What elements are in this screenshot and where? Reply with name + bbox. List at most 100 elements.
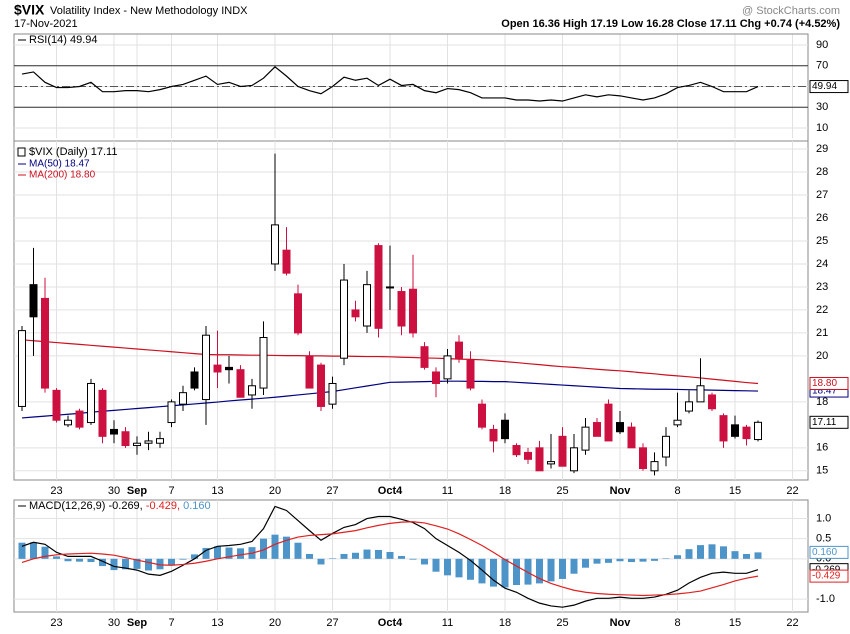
y-tick-label: 1.0 — [816, 512, 831, 524]
last-value-tag: 18.47 — [812, 386, 837, 397]
legend-rsi: RSI(14) 49.94 — [29, 34, 97, 46]
histogram-bar — [570, 558, 578, 574]
candle-body — [167, 401, 176, 424]
candle-body — [271, 224, 279, 265]
x-tick-label: Oct4 — [378, 617, 403, 629]
y-tick-label: 20 — [816, 350, 828, 362]
candle-body — [420, 346, 429, 368]
candle-body — [144, 440, 153, 444]
x-tick-label: 7 — [168, 485, 174, 497]
legend-macd-value: -0.269, — [108, 500, 142, 512]
candle-body — [685, 401, 693, 412]
histogram-bar — [168, 558, 175, 565]
histogram-bar — [110, 558, 118, 571]
x-tick-label: 15 — [729, 485, 741, 497]
x-tick-label: 11 — [442, 617, 453, 629]
legend-macd-value: -0.429, — [146, 500, 180, 512]
y-tick-label: 22 — [816, 304, 828, 316]
candle-body — [489, 428, 498, 442]
histogram-bar — [340, 553, 348, 559]
histogram-bar — [133, 558, 141, 569]
last-value-tag-box — [809, 80, 849, 94]
candle-body — [374, 245, 383, 329]
histogram-bar — [237, 548, 244, 559]
candle-body — [18, 330, 26, 407]
candle-body — [121, 431, 130, 447]
x-tick-label: 25 — [556, 617, 568, 629]
histogram-bar — [559, 558, 566, 579]
histogram-bar — [524, 558, 532, 585]
last-value-tag: 17.11 — [812, 417, 837, 428]
histogram-bar — [605, 558, 612, 563]
histogram-bar — [317, 558, 325, 565]
x-tick-label: 22 — [786, 617, 798, 629]
y-tick-label: 27 — [816, 189, 828, 201]
candle-body — [443, 355, 452, 380]
x-tick-label: 18 — [499, 617, 511, 629]
x-tick-label: 8 — [674, 485, 680, 497]
x-tick-label: 18 — [499, 485, 511, 497]
histogram-bar — [122, 558, 129, 570]
y-tick-label: 16 — [816, 442, 828, 454]
candle-body — [604, 403, 613, 442]
candle-body — [29, 284, 38, 318]
histogram-bar — [743, 553, 750, 559]
legend-macd-title: MACD(12,26,9) — [29, 500, 105, 512]
x-tick-label: Nov — [610, 617, 632, 629]
macd-panel — [13, 499, 809, 613]
legend-ma: MA(200) 18.80 — [29, 170, 96, 181]
histogram-bar — [513, 558, 520, 586]
candle-body — [512, 445, 521, 456]
series-line — [21, 380, 759, 419]
histogram-bar — [375, 549, 382, 559]
x-tick-label: 13 — [211, 485, 223, 497]
y-tick-label: 21 — [816, 327, 828, 339]
histogram-bar — [536, 558, 543, 584]
x-tick-label: 30 — [108, 485, 120, 497]
histogram-bar — [294, 542, 302, 559]
candle-body — [581, 426, 590, 451]
x-tick-label: 13 — [211, 617, 223, 629]
x-tick-label: 23 — [50, 617, 62, 629]
x-tick-label: Sep — [127, 485, 147, 497]
candle-body — [328, 382, 337, 405]
histogram-bar — [478, 558, 486, 584]
histogram-bar — [582, 558, 589, 568]
candle-body — [75, 410, 84, 428]
candle-body — [179, 392, 187, 405]
legend-swatch — [17, 147, 26, 157]
candle-body — [673, 419, 682, 426]
x-tick-label: 27 — [326, 617, 338, 629]
histogram-bar — [490, 558, 497, 587]
candle-body — [696, 385, 705, 403]
instrument-name: Volatility Index - New Methodology INDX — [50, 5, 248, 17]
histogram-bar — [352, 552, 359, 559]
candle-body — [432, 371, 440, 384]
candle-body — [708, 394, 716, 410]
x-tick-label: 22 — [786, 485, 798, 497]
x-tick-label: 20 — [269, 617, 281, 629]
candle-body — [190, 371, 199, 389]
x-tick-label: 20 — [269, 485, 281, 497]
histogram-bar — [593, 558, 601, 564]
y-tick-label: 90 — [816, 39, 828, 51]
series-line — [21, 505, 759, 608]
candle-body — [455, 341, 463, 359]
y-tick-label: 18 — [816, 396, 828, 408]
histogram-bar — [444, 558, 451, 576]
x-tick-label: Sep — [127, 617, 147, 629]
candle-body — [317, 364, 325, 407]
legend-macd: MACD(12,26,9) -0.269, -0.429, 0.160 — [29, 500, 211, 512]
last-value-tag-box — [809, 415, 849, 429]
histogram-bar — [225, 547, 233, 559]
histogram-bar — [41, 546, 49, 559]
candle-body — [593, 422, 601, 437]
histogram-bar — [76, 558, 83, 562]
candle-body — [466, 359, 475, 389]
price-panel — [13, 140, 809, 481]
legend-ma: MA(50) 18.47 — [29, 159, 90, 170]
histogram-bar — [87, 558, 95, 563]
quote: Open 16.36 High 17.19 Low 16.28 Close 17… — [501, 18, 840, 30]
x-tick-label: Oct4 — [378, 485, 403, 497]
histogram-bar — [501, 558, 509, 588]
